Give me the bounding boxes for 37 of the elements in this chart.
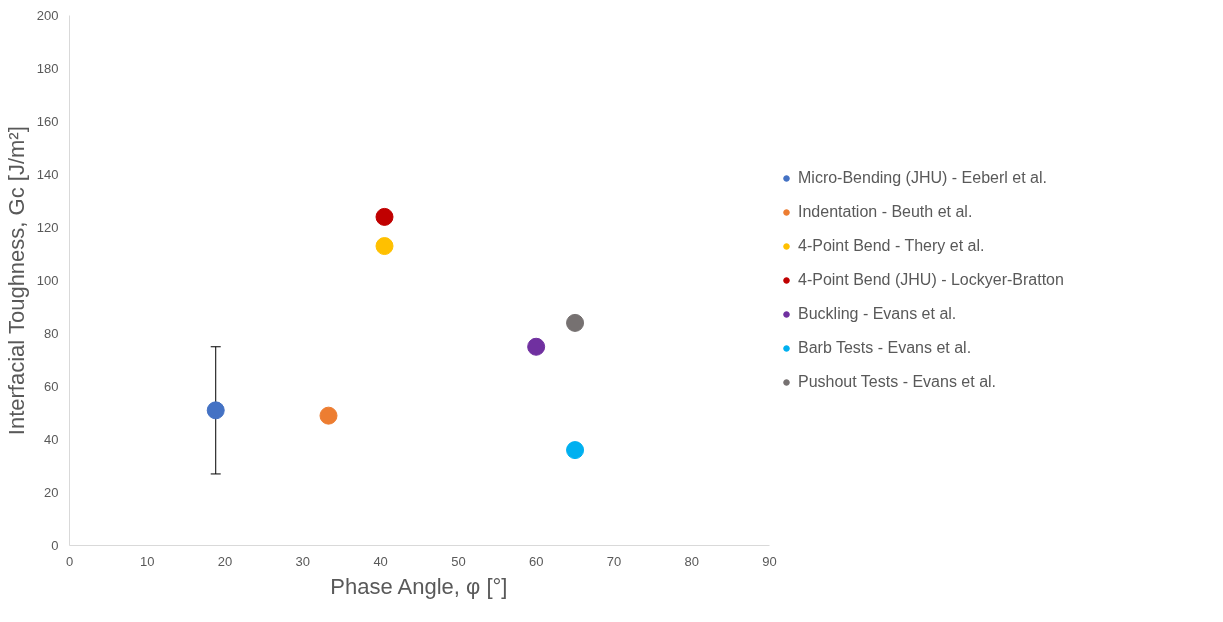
legend-label: Indentation - Beuth et al.	[798, 203, 973, 221]
y-tick-label: 0	[51, 538, 59, 553]
legend-label: Barb Tests - Evans et al.	[798, 339, 972, 357]
x-axis-title: Phase Angle, φ [°]	[330, 573, 508, 599]
x-tick-label: 80	[684, 553, 699, 569]
y-tick-label: 100	[36, 273, 59, 288]
legend-label: Micro-Bending (JHU) - Eeberl et al.	[798, 169, 1047, 187]
x-tick-label: 30	[295, 553, 311, 569]
point	[319, 406, 338, 425]
x-tick-label: 40	[373, 553, 388, 569]
y-tick-label: 180	[36, 61, 59, 76]
point	[375, 237, 394, 256]
x-tick-label: 0	[65, 553, 74, 569]
y-axis-title: Interfacial Toughness, Gc [J/m²]	[3, 126, 29, 436]
y-tick-label: 80	[44, 326, 59, 341]
y-tick-label: 140	[36, 167, 59, 182]
x-tick-label: 10	[140, 553, 155, 569]
legend-label: Buckling - Evans et al.	[798, 305, 957, 323]
legend-label: 4-Point Bend - Thery et al.	[798, 237, 985, 255]
y-tick-label: 20	[44, 485, 59, 500]
y-tick-label: 40	[44, 432, 59, 447]
y-tick-label: 160	[36, 114, 59, 129]
y-tick-label: 60	[44, 379, 59, 394]
point	[375, 207, 394, 226]
x-tick-label: 50	[451, 553, 466, 569]
point	[566, 441, 585, 460]
y-tick-label: 120	[36, 220, 59, 235]
x-tick-label: 60	[528, 553, 544, 569]
point	[206, 401, 225, 420]
point	[566, 313, 585, 332]
legend-label: 4-Point Bend (JHU) - Lockyer-Bratton	[798, 271, 1064, 289]
point	[527, 337, 546, 356]
x-tick-label: 90	[762, 553, 777, 569]
x-tick-label: 20	[217, 553, 233, 569]
legend-label: Pushout Tests - Evans et al.	[798, 373, 997, 391]
x-tick-label: 70	[606, 553, 622, 569]
y-tick-label: 200	[36, 8, 59, 23]
